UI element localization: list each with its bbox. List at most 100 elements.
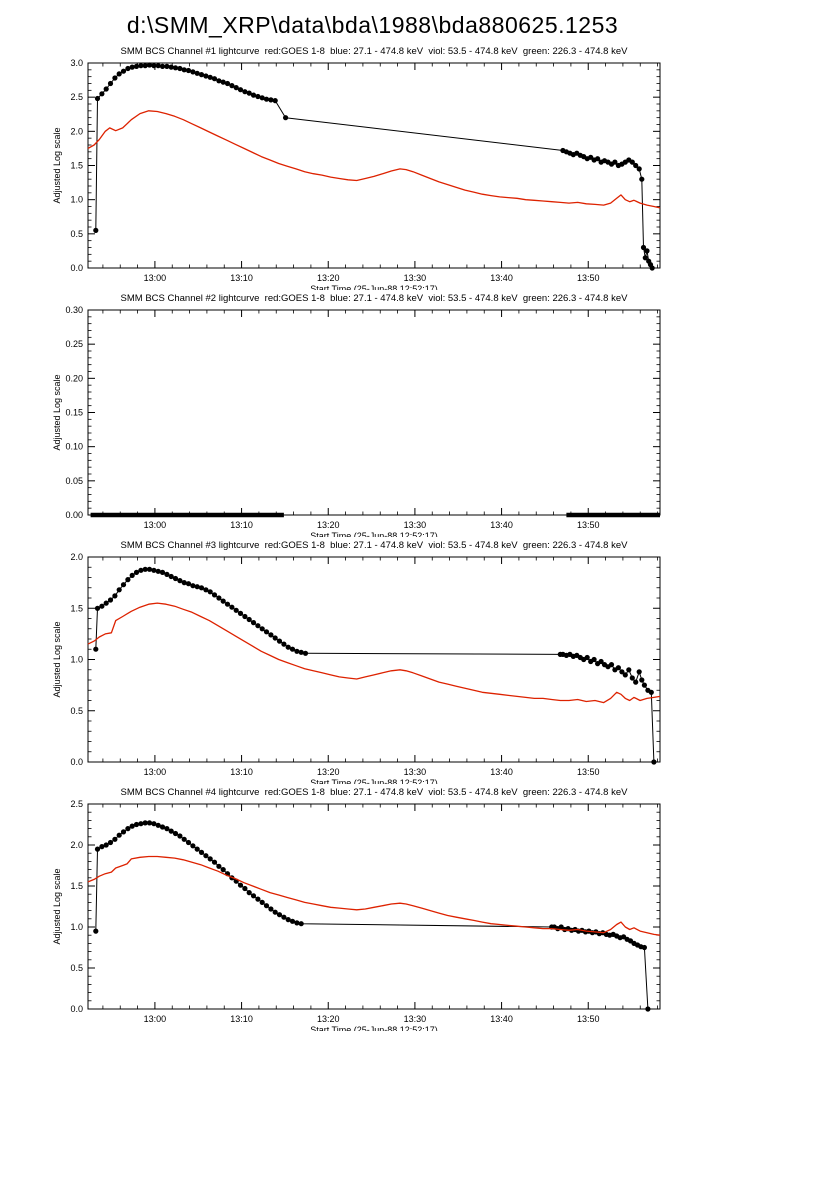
data-point-marker bbox=[633, 162, 639, 169]
y-tick-label: 1.0 bbox=[70, 195, 83, 205]
data-point-marker bbox=[237, 87, 244, 93]
y-axis: 0.00 0.05 0.10 0.15 0.20 0.25 0.30 bbox=[65, 305, 660, 520]
data-point-marker bbox=[198, 849, 205, 855]
data-point-marker bbox=[198, 72, 205, 78]
data-point-marker bbox=[211, 859, 218, 865]
data-point-marker bbox=[99, 603, 105, 609]
plot-box bbox=[87, 309, 661, 516]
data-point-marker bbox=[103, 600, 109, 606]
series-red-1 bbox=[87, 855, 661, 936]
series-red-1 bbox=[87, 602, 661, 704]
data-point-marker bbox=[237, 610, 244, 616]
data-point-marker bbox=[289, 646, 296, 652]
data-point-marker bbox=[636, 166, 642, 172]
x-tick-label: 13:10 bbox=[230, 1014, 253, 1024]
data-point-marker bbox=[168, 573, 174, 580]
data-point-marker bbox=[194, 584, 200, 590]
x-axis-label: Start Time (25-Jun-88 12:52:17) bbox=[310, 284, 438, 290]
data-point-marker bbox=[159, 569, 166, 575]
data-point-marker bbox=[185, 839, 192, 846]
data-point-marker bbox=[283, 115, 289, 121]
y-tick-label: 0.0 bbox=[70, 1004, 83, 1014]
x-tick-label: 13:40 bbox=[490, 767, 513, 777]
data-point-marker bbox=[185, 581, 192, 587]
y-axis: 0.0 0.5 1.0 1.5 2.0 2.5 bbox=[70, 799, 660, 1014]
data-point-marker bbox=[237, 882, 244, 888]
x-tick-label: 13:10 bbox=[230, 273, 253, 283]
data-point-marker bbox=[203, 73, 209, 79]
channel-1-title: SMM BCS Channel #1 lightcurve red:GOES 1… bbox=[120, 46, 628, 57]
data-point-marker bbox=[181, 580, 187, 586]
data-point-marker bbox=[125, 577, 131, 583]
data-point-marker bbox=[164, 63, 170, 69]
y-tick-label: 0.00 bbox=[65, 510, 83, 520]
data-point-marker bbox=[94, 605, 101, 611]
y-tick-label: 2.0 bbox=[70, 552, 83, 562]
data-point-marker bbox=[216, 78, 222, 84]
data-point-marker bbox=[151, 63, 157, 69]
x-tick-label: 13:20 bbox=[317, 1014, 340, 1024]
data-point-marker bbox=[259, 899, 265, 905]
y-tick-label: 0.5 bbox=[70, 706, 83, 716]
data-point-marker bbox=[250, 92, 257, 98]
x-tick-label: 13:40 bbox=[490, 520, 513, 530]
data-point-marker bbox=[263, 629, 270, 635]
data-point-marker bbox=[263, 903, 270, 909]
channel-3-panel: SMM BCS Channel #3 lightcurve red:GOES 1… bbox=[0, 539, 826, 786]
data-point-marker bbox=[142, 63, 148, 69]
y-tick-label: 3.0 bbox=[70, 58, 83, 68]
data-point-marker bbox=[168, 64, 174, 70]
data-point-marker bbox=[181, 836, 187, 842]
data-point-marker bbox=[255, 93, 261, 100]
y-tick-label: 1.5 bbox=[70, 161, 83, 171]
data-point-marker bbox=[233, 607, 239, 613]
data-point-marker bbox=[190, 69, 196, 75]
channel-3-title: SMM BCS Channel #3 lightcurve red:GOES 1… bbox=[120, 540, 628, 551]
data-point-marker bbox=[216, 863, 222, 869]
data-point-marker bbox=[129, 64, 135, 70]
y-tick-label: 1.0 bbox=[70, 922, 83, 932]
y-axis-label: Adjusted Log scale bbox=[52, 621, 62, 697]
data-point-marker bbox=[203, 587, 209, 593]
data-point-marker bbox=[302, 650, 309, 656]
x-axis: 13:00 13:10 13:20 13:30 13:40 13:50 bbox=[102, 63, 658, 283]
data-point-marker bbox=[629, 159, 635, 165]
channel-1-plot: 0.0 0.5 1.0 1.5 2.0 2.5 3.0 13:00 13:10 13:20 13:3… bbox=[52, 58, 661, 290]
data-point-marker bbox=[133, 821, 140, 828]
data-point-marker bbox=[146, 820, 153, 826]
data-point-marker bbox=[207, 74, 213, 80]
data-point-marker bbox=[151, 567, 157, 573]
data-point-marker bbox=[142, 566, 148, 572]
data-point-marker bbox=[272, 98, 278, 104]
y-tick-label: 0.10 bbox=[65, 442, 83, 452]
data-point-marker bbox=[172, 575, 179, 582]
data-point-marker bbox=[629, 675, 635, 681]
data-point-marker bbox=[107, 839, 114, 846]
data-point-marker bbox=[93, 227, 99, 233]
x-tick-label: 13:00 bbox=[144, 520, 167, 530]
data-point-marker bbox=[112, 593, 118, 599]
data-point-marker bbox=[598, 658, 604, 665]
data-point-marker bbox=[272, 635, 278, 641]
x-tick-label: 13:10 bbox=[230, 767, 253, 777]
data-point-marker bbox=[99, 91, 105, 97]
x-tick-label: 13:40 bbox=[490, 1014, 513, 1024]
data-point-marker bbox=[120, 829, 127, 835]
x-axis: 13:00 13:10 13:20 13:30 13:40 13:50 bbox=[102, 310, 658, 530]
data-point-marker bbox=[268, 632, 274, 638]
data-point-marker bbox=[584, 654, 590, 661]
data-point-marker bbox=[99, 844, 105, 850]
x-axis-label: Start Time (25-Jun-88 12:52:17) bbox=[310, 778, 438, 784]
data-point-marker bbox=[112, 836, 118, 842]
data-point-marker bbox=[207, 856, 213, 862]
y-tick-label: 0.05 bbox=[65, 476, 83, 486]
x-tick-label: 13:00 bbox=[144, 273, 167, 283]
data-point-marker bbox=[281, 641, 287, 647]
data-point-marker bbox=[645, 1006, 651, 1012]
data-point-marker bbox=[194, 70, 200, 76]
y-axis: 0.0 0.5 1.0 1.5 2.0 2.5 3.0 bbox=[70, 58, 660, 273]
data-point-marker bbox=[177, 578, 183, 584]
data-point-marker bbox=[255, 896, 261, 902]
data-point-marker bbox=[116, 832, 122, 838]
